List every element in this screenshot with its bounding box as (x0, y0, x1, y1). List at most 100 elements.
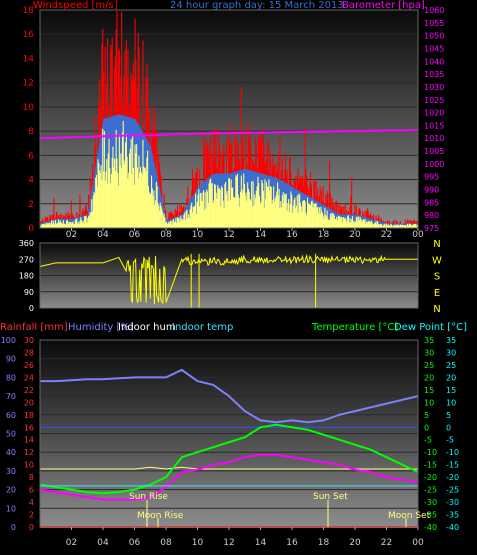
wind-lull-bar (194, 205, 196, 228)
wind-lull-bar (299, 194, 301, 228)
temperature-tick-label: -10 (424, 448, 437, 457)
wind-lull-bar (246, 200, 248, 228)
wind-lull-bar (103, 171, 105, 228)
top-x-tick-label: 20 (349, 230, 361, 240)
indoor-hum-label: Indoor hum (118, 322, 176, 333)
wind-lull-bar (236, 174, 238, 228)
wind-average-bar (68, 218, 70, 228)
wind-direction-tick-label: 0 (29, 304, 34, 313)
wind-lull-bar (62, 220, 64, 228)
wind-lull-bar (284, 193, 286, 228)
wind-lull-bar (364, 219, 366, 228)
wind-lull-bar (85, 216, 87, 228)
wind-lull-bar (57, 222, 59, 228)
wind-lull-bar (58, 219, 60, 228)
wind-lull-bar (307, 203, 309, 228)
wind-lull-bar (261, 179, 263, 228)
wind-average-bar (158, 187, 160, 228)
wind-lull-bar (122, 120, 124, 228)
wind-lull-bar (189, 209, 191, 228)
wind-lull-bar (94, 193, 96, 228)
wind-lull-bar (309, 203, 311, 228)
wind-lull-bar (203, 210, 205, 228)
wind-lull-bar (306, 215, 308, 228)
barometer-ticks: 975 980 985 990 995 1000 1005 1010 1015 1020 1025 1… (424, 6, 444, 233)
wind-series (39, 11, 419, 229)
temperature-tick-label: 15 (424, 386, 434, 395)
wind-average-bar (410, 223, 412, 228)
wind-lull-bar (339, 216, 341, 228)
wind-lull-bar (245, 192, 247, 228)
wind-lull-bar (60, 222, 62, 228)
wind-lull-bar (337, 215, 339, 228)
wind-lull-bar (129, 153, 131, 228)
wind-lull-bar (293, 199, 295, 228)
wind-lull-bar (165, 222, 167, 228)
wind-average-bar (182, 213, 184, 228)
wind-average-bar (329, 208, 331, 228)
wind-lull-bar (170, 220, 172, 228)
barometer-tick-label: 1030 (424, 83, 444, 92)
wind-average-bar (62, 218, 64, 228)
wind-lull-bar (73, 223, 75, 228)
barometer-tick-label: 1035 (424, 70, 444, 79)
temperature-axis-label: Temperature [°C] (311, 322, 398, 333)
bottom-x-tick-label: 04 (97, 538, 109, 548)
wind-lull-bar (138, 155, 140, 228)
wind-lull-bar (77, 223, 79, 228)
wind-lull-bar (314, 203, 316, 228)
wind-average-bar (73, 218, 75, 228)
wind-lull-bar (193, 206, 195, 228)
wind-lull-bar (104, 180, 106, 228)
wind-lull-bar (98, 163, 100, 228)
wind-lull-bar (163, 213, 165, 228)
wind-average-bar (328, 208, 330, 228)
wind-average-bar (104, 118, 106, 228)
wind-lull-bar (90, 213, 92, 228)
wind-lull-bar (116, 158, 118, 228)
wind-lull-bar (340, 218, 342, 228)
wind-average-bar (327, 207, 329, 228)
wind-average-bar (415, 223, 417, 228)
wind-lull-bar (144, 167, 146, 228)
wind-lull-bar (142, 139, 144, 228)
wind-lull-bar (325, 215, 327, 228)
wind-direction-tick-label: 180 (19, 272, 34, 281)
wind-lull-bar (137, 178, 139, 228)
wind-lull-bar (318, 207, 320, 228)
bottom-x-tick-label: 20 (349, 538, 361, 548)
wind-lull-bar (81, 219, 83, 228)
wind-lull-bar (55, 220, 57, 228)
wind-lull-bar (374, 222, 376, 228)
wind-lull-bar (166, 221, 168, 228)
wind-average-bar (128, 117, 130, 228)
wind-lull-bar (347, 215, 349, 228)
wind-lull-bar (50, 225, 52, 228)
wind-lull-bar (192, 212, 194, 228)
wind-average-bar (281, 180, 283, 228)
wind-lull-bar (267, 187, 269, 228)
wind-average-bar (92, 185, 94, 228)
wind-lull-bar (179, 222, 181, 228)
wind-direction-line (39, 253, 418, 305)
humidity-tick-label: 50 (6, 430, 16, 439)
compass-label: E (434, 288, 440, 299)
wind-lull-bar (181, 218, 183, 228)
wind-lull-bar (114, 158, 116, 228)
wind-lull-bar (295, 208, 297, 228)
wind-lull-bar (328, 220, 330, 228)
wind-lull-bar (105, 171, 107, 228)
wind-lull-bar (195, 193, 197, 228)
wind-lull-bar (353, 220, 355, 228)
wind-lull-bar (210, 178, 212, 228)
wind-lull-bar (381, 225, 383, 228)
wind-average-bar (118, 114, 120, 228)
bottom-x-tick-label: 10 (192, 538, 204, 548)
wind-lull-bar (126, 156, 128, 228)
wind-lull-bar (237, 194, 239, 228)
wind-lull-bar (169, 222, 171, 228)
wind-lull-bar (162, 212, 164, 228)
wind-lull-bar (415, 226, 417, 228)
wind-lull-bar (310, 205, 312, 228)
